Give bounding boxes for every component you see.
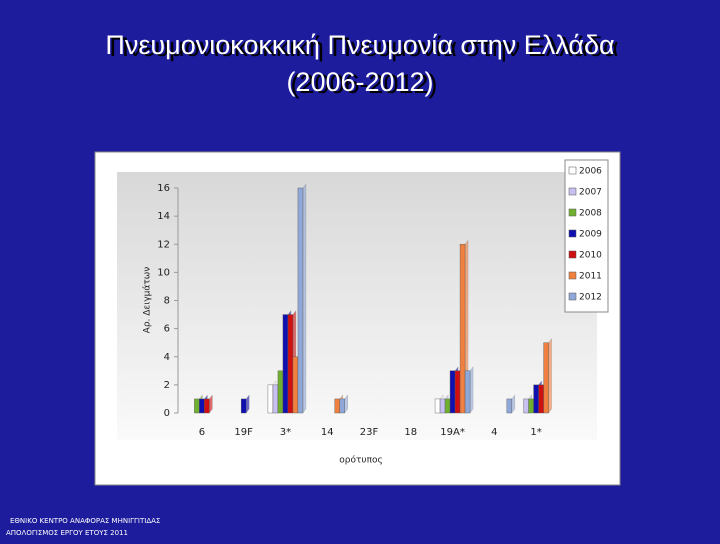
legend-label: 2008 [579, 209, 602, 219]
bar [538, 384, 544, 414]
legend-label: 2012 [579, 293, 602, 303]
y-tick-label: 6 [164, 324, 170, 335]
bar [282, 314, 289, 414]
legend-swatch [568, 187, 577, 196]
x-tick-label: 19F [234, 427, 253, 438]
y-axis-label: Αρ. Δειγμάτων [143, 267, 153, 334]
legend-swatch [568, 229, 577, 238]
x-tick-label: 3* [280, 427, 291, 438]
bar [240, 398, 247, 414]
x-tick-label: 6 [199, 427, 205, 438]
bar [434, 398, 441, 414]
bar [199, 398, 205, 414]
bar [292, 356, 299, 414]
subtitle-shadow: (2006-2012) [290, 69, 437, 99]
legend-label: 2007 [579, 188, 602, 198]
bar [277, 370, 284, 414]
bar-side [469, 366, 474, 414]
bar [287, 314, 294, 414]
bar [523, 398, 529, 414]
legend-swatch [568, 250, 577, 259]
bar [464, 370, 471, 414]
legend-swatch [568, 166, 577, 175]
bar-side [302, 183, 307, 414]
footer-line: ΑΠΟΛΟΓΙΣΜΟΣ ΕΡΓΟΥ ΕΤΟΥΣ 2011 [6, 529, 128, 537]
x-tick-label: 19A* [440, 427, 465, 438]
bar-side [548, 338, 552, 414]
y-tick-label: 8 [164, 296, 170, 307]
bar [297, 187, 304, 414]
y-tick-label: 0 [164, 408, 170, 419]
y-tick-label: 4 [164, 352, 170, 363]
legend-swatch [568, 271, 577, 280]
legend-label: 2011 [579, 272, 602, 282]
legend-label: 2009 [579, 230, 602, 240]
bar [459, 244, 466, 414]
bar [533, 384, 539, 414]
x-axis-label: ορότυπος [339, 455, 383, 466]
legend-swatch [568, 292, 577, 301]
x-tick-label: 14 [321, 427, 334, 438]
bar [194, 398, 200, 414]
y-tick-label: 2 [164, 380, 170, 391]
bar [444, 398, 451, 414]
x-tick-label: 23F [360, 427, 379, 438]
x-tick-label: 1* [530, 427, 541, 438]
bar [272, 384, 279, 414]
footer-line: ΕΘΝΙΚΟ ΚΕΝΤΡΟ ΑΝΑΦΟΡΑΣ ΜΗΝΙΓΓΙΤΙΔΑΣ [10, 517, 160, 525]
title-shadow: Πνευμονιοκοκκική Πνευμονία στην Ελλάδα [109, 32, 618, 62]
bar [543, 342, 549, 414]
bar [204, 398, 210, 414]
bar [454, 370, 461, 414]
bar [339, 398, 345, 414]
x-tick-label: 18 [404, 427, 417, 438]
plot-area [117, 172, 597, 440]
bar [267, 384, 274, 414]
x-tick-label: 4 [491, 427, 497, 438]
legend-swatch [568, 208, 577, 217]
bar [506, 398, 513, 414]
bar [528, 398, 534, 414]
y-tick-label: 16 [157, 183, 170, 194]
chart-subtitle: (2006-2012) [286, 67, 433, 97]
y-tick-label: 12 [157, 239, 170, 250]
chart-title: Πνευμονιοκοκκική Πνευμονία στην Ελλάδα [105, 30, 614, 60]
bar [449, 370, 456, 414]
y-tick-label: 10 [157, 267, 170, 278]
bar [334, 398, 340, 414]
y-tick-label: 14 [157, 211, 170, 222]
legend-label: 2010 [579, 251, 602, 261]
legend-label: 2006 [579, 167, 602, 177]
bar [439, 398, 446, 414]
